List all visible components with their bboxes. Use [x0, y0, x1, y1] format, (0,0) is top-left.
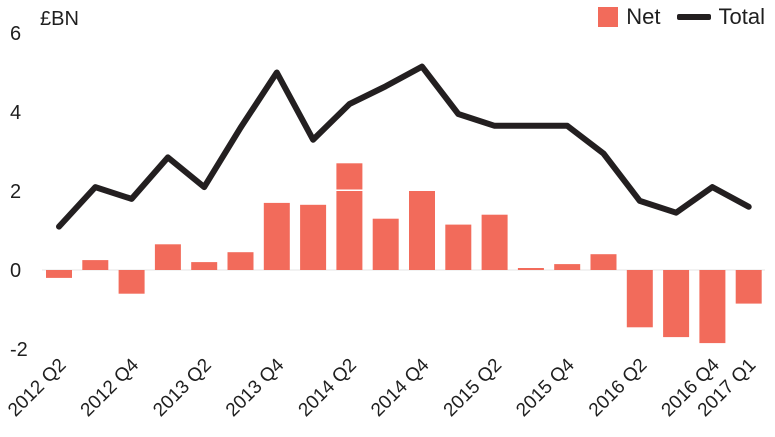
net-bar: [409, 191, 435, 270]
net-bars: [46, 163, 762, 344]
x-tick-label: 2013 Q2: [149, 355, 215, 421]
legend: Net Total: [598, 4, 765, 30]
net-bar: [554, 264, 581, 270]
net-bar: [227, 252, 254, 270]
net-bar-segment: [336, 163, 363, 190]
legend-item-net: Net: [598, 4, 661, 30]
net-bar: [445, 224, 472, 270]
y-tick-label: 4: [10, 102, 21, 124]
legend-item-total: Total: [676, 4, 765, 30]
net-bar: [191, 262, 218, 270]
net-bar: [118, 270, 145, 294]
net-bar: [699, 270, 726, 344]
x-tick-label: 2014 Q4: [367, 354, 434, 421]
net-bar: [372, 218, 399, 270]
x-tick-label: 2015 Q2: [440, 355, 506, 421]
x-tick-label: 2014 Q2: [295, 355, 361, 421]
legend-label-net: Net: [626, 4, 661, 29]
total-line: [56, 63, 752, 230]
legend-swatch-net: [598, 7, 619, 27]
y-axis-unit-label: £BN: [40, 8, 79, 30]
y-tick-label: 6: [10, 23, 21, 45]
total-line-group: [56, 63, 752, 230]
net-bar: [82, 260, 109, 270]
net-bar: [517, 268, 544, 270]
x-tick-label: 2016 Q2: [585, 355, 651, 421]
legend-label-total: Total: [718, 4, 765, 29]
net-bar: [481, 214, 508, 270]
x-tick-label: 2012 Q2: [4, 355, 70, 421]
y-tick-label: 2: [10, 181, 21, 203]
net-bar: [46, 270, 72, 278]
net-bar: [626, 270, 653, 328]
net-bar: [590, 254, 617, 270]
y-tick-label: 0: [10, 260, 21, 282]
y-tick-label: -2: [10, 339, 28, 361]
x-tick-label: 2013 Q4: [222, 354, 289, 421]
x-tick-label: 2012 Q4: [77, 354, 144, 421]
net-bar: [154, 244, 181, 270]
net-bar: [263, 202, 290, 270]
x-axis: 2012 Q2 2012 Q4 2013 Q2 2013 Q4 2014 Q2 2014 …: [4, 354, 760, 421]
net-bar: [735, 270, 762, 304]
legend-swatch-total: [676, 14, 711, 20]
net-bar: [300, 204, 327, 270]
net-bar: [663, 270, 690, 338]
x-tick-label: 2015 Q4: [512, 354, 579, 421]
net-bar: [336, 191, 363, 270]
